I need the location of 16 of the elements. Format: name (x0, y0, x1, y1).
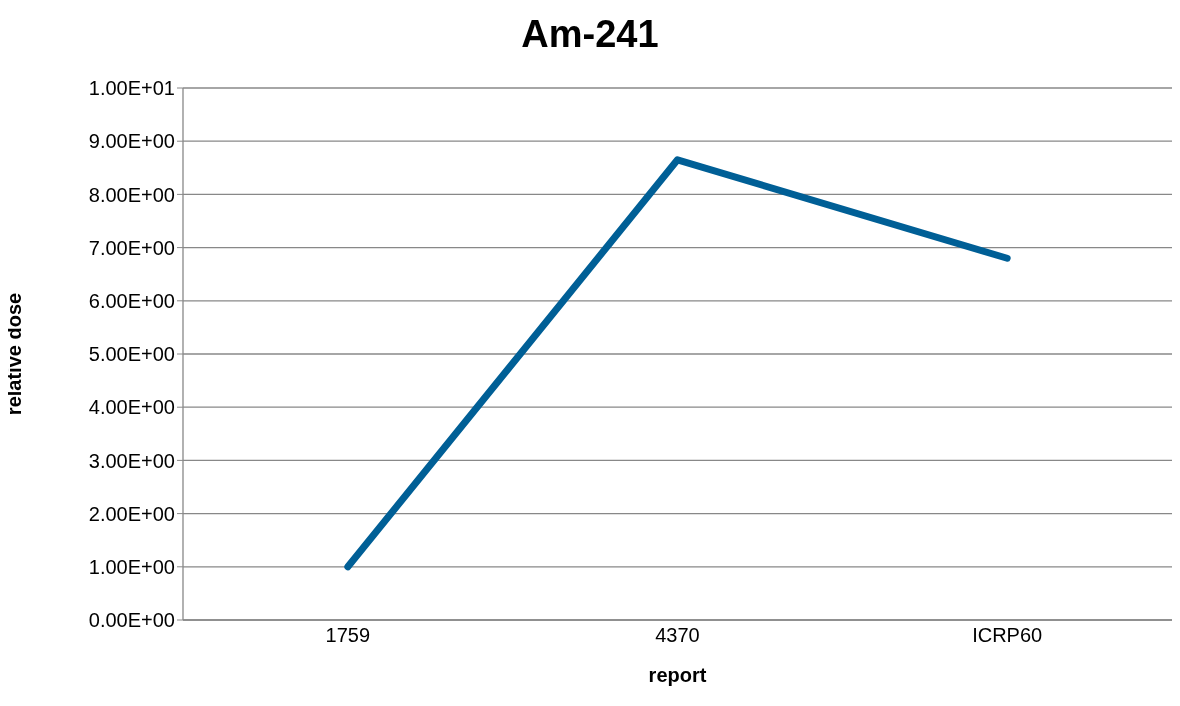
x-axis-title: report (648, 664, 707, 686)
y-tick-label: 8.00E+00 (88, 183, 175, 206)
y-tick-label: 5.00E+00 (88, 343, 175, 366)
y-tick-label: 4.00E+00 (88, 396, 175, 419)
y-tick-label: 7.00E+00 (88, 236, 175, 259)
x-tick-label: 4370 (655, 624, 700, 647)
y-tick-label: 1.00E+00 (88, 555, 175, 578)
y-tick-label: 0.00E+00 (88, 609, 175, 632)
chart-title: Am-241 (520, 12, 660, 57)
y-tick-label: 3.00E+00 (88, 449, 175, 472)
y-tick-label: 2.00E+00 (88, 502, 175, 525)
x-tick-label: 1759 (325, 624, 371, 647)
x-tick-label: ICRP60 (972, 624, 1043, 647)
y-tick-label: 6.00E+00 (88, 289, 175, 312)
y-tick-label: 1.00E+01 (88, 77, 175, 100)
y-tick-label: 9.00E+00 (88, 130, 175, 153)
